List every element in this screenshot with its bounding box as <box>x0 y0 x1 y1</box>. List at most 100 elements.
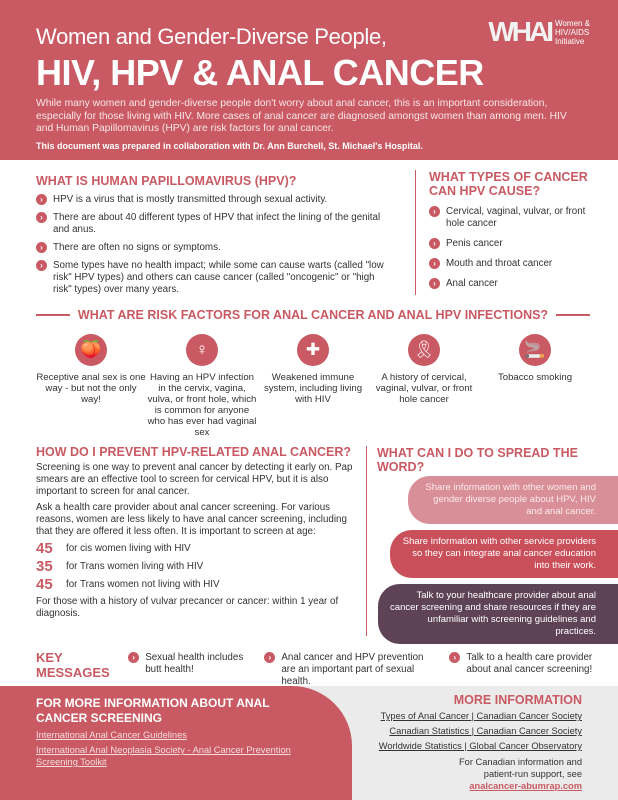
section-title: WHAT CAN I DO TO SPREAD THE WORD? <box>377 446 578 474</box>
logo-mark: WHAI <box>488 16 554 47</box>
item-text: Anal cancer <box>446 278 498 289</box>
list-item: › Anal cancer <box>429 278 590 290</box>
key-title: KEY MESSAGES <box>36 650 114 688</box>
note-text: For Canadian information and patient-run… <box>459 757 582 779</box>
section-title: MORE INFORMATION <box>453 693 582 707</box>
chevron-icon: › <box>429 278 440 289</box>
risk-factor: 🚬 Tobacco smoking <box>480 334 590 438</box>
key-item: › Sexual health includes butt health! <box>128 652 250 688</box>
chevron-icon: › <box>429 238 440 249</box>
risk-factor: ♀ Having an HPV infection in the cervix, … <box>147 334 257 438</box>
action-pill: Share information with other women and g… <box>408 476 618 524</box>
item-text: Sexual health includes butt health! <box>145 652 244 675</box>
hpv-section: WHAT IS HUMAN PAPILLOMAVIRUS (HPV)? › HPV… <box>36 174 396 296</box>
risk-factor: 🍑 Receptive anal sex is one way - but not… <box>36 334 146 438</box>
chevron-icon: › <box>128 652 140 663</box>
risk-factor: 🎗 A history of cervical, vaginal, vulvar,… <box>369 334 479 438</box>
chevron-icon: › <box>449 652 461 663</box>
intro-text: While many women and gender-diverse peop… <box>36 98 567 134</box>
logo-text: HIV/AIDS <box>555 27 590 37</box>
ribbon-icon: 🎗 <box>408 334 440 366</box>
age-value: 45 <box>36 576 53 593</box>
screening-link[interactable]: International Anal Neoplasia Society - A… <box>36 745 291 767</box>
item-text: Mouth and throat cancer <box>446 258 553 269</box>
key-title-line: KEY <box>36 650 63 665</box>
divider <box>556 314 590 316</box>
list-item: › There are about 40 different types of H… <box>36 212 396 236</box>
section-title: WHAT IS HUMAN PAPILLOMAVIRUS (HPV)? <box>36 174 297 188</box>
item-text: Cervical, vaginal, vulvar, or front hole… <box>446 206 586 229</box>
risk-text: Receptive anal sex is one way - but not … <box>36 372 146 405</box>
age-text: for cis women living with HIV <box>66 543 191 554</box>
action-pill: Share information with other service pro… <box>390 530 618 578</box>
risk-factor: ✚ Weakened immune system, including livin… <box>258 334 368 438</box>
chevron-icon: › <box>429 206 440 217</box>
risk-text: A history of cervical, vaginal, vulvar, … <box>375 372 473 405</box>
header-subtitle: Women and Gender-Diverse People, <box>36 24 387 49</box>
info-link[interactable]: Canadian Statistics | Canadian Cancer So… <box>389 726 582 736</box>
risk-factors: 🍑 Receptive anal sex is one way - but not… <box>36 334 590 438</box>
page-title: HIV, HPV & ANAL CANCER <box>36 52 484 93</box>
collaboration-note: This document was prepared in collaborat… <box>36 140 423 151</box>
website-link[interactable]: analcancer-abumrap.com <box>469 781 582 791</box>
risk-text: Tobacco smoking <box>497 372 573 383</box>
cervix-icon: ♀ <box>186 334 218 366</box>
more-information: MORE INFORMATION Types of Anal Cancer | … <box>379 694 582 792</box>
key-item: › Talk to a health care provider about an… <box>449 652 596 688</box>
list-item: › HPV is a virus that is mostly transmitt… <box>36 194 396 206</box>
chevron-icon: › <box>429 258 440 269</box>
item-text: There are about 40 different types of HP… <box>53 212 381 235</box>
item-text: HPV is a virus that is mostly transmitte… <box>53 194 328 205</box>
logo-text: Women & <box>555 18 590 28</box>
list-item: › Penis cancer <box>429 238 590 250</box>
spread-section: WHAT CAN I DO TO SPREAD THE WORD? Share … <box>366 446 618 644</box>
whai-logo: WHAI Women & HIV/AIDS Initiative <box>488 16 590 48</box>
support-note: For Canadian information and patient-run… <box>432 756 582 792</box>
section-title: HOW DO I PREVENT HPV-RELATED ANAL CANCER… <box>36 445 352 459</box>
risk-text: Having an HPV infection in the cervix, v… <box>147 372 257 438</box>
item-text: There are often no signs or symptoms. <box>53 242 221 253</box>
action-pill: Talk to your healthcare provider about a… <box>378 584 618 644</box>
chevron-icon: › <box>36 242 47 253</box>
item-text: Talk to a health care provider about ana… <box>466 652 593 675</box>
item-text: Penis cancer <box>446 238 503 249</box>
divider <box>36 314 70 316</box>
chevron-icon: › <box>36 260 47 271</box>
key-item: › Anal cancer and HPV prevention are an i… <box>264 652 435 688</box>
header: Women and Gender-Diverse People, HIV, HP… <box>0 0 618 160</box>
age-row: 45 for cis women living with HIV <box>36 541 358 556</box>
age-value: 35 <box>36 558 53 575</box>
section-title: WHAT ARE RISK FACTORS FOR ANAL CANCER AN… <box>77 308 549 322</box>
paragraph: Ask a health care provider about anal ca… <box>36 502 347 537</box>
paragraph: Screening is one way to prevent anal can… <box>36 462 353 497</box>
age-value: 45 <box>36 540 53 557</box>
screening-link[interactable]: International Anal Cancer Guidelines <box>36 730 187 740</box>
cigarette-icon: 🚬 <box>519 334 551 366</box>
paragraph: For those with a history of vulvar preca… <box>36 596 339 619</box>
peach-icon: 🍑 <box>75 334 107 366</box>
item-text: Anal cancer and HPV prevention are an im… <box>281 652 424 687</box>
list-item: › Some types have no health impact; while… <box>36 260 396 296</box>
key-title-line: MESSAGES <box>36 665 110 680</box>
screening-info: FOR MORE INFORMATION ABOUT ANAL CANCER S… <box>0 686 352 800</box>
chevron-icon: › <box>264 652 276 663</box>
age-row: 45 for Trans women not living with HIV <box>36 577 358 592</box>
age-text: for Trans women living with HIV <box>66 561 204 572</box>
chevron-icon: › <box>36 212 47 223</box>
logo-text: Initiative <box>555 36 585 46</box>
risk-text: Weakened immune system, including living… <box>263 372 363 405</box>
info-link[interactable]: Types of Anal Cancer | Canadian Cancer S… <box>380 711 582 721</box>
immune-shield-icon: ✚ <box>297 334 329 366</box>
list-item: › There are often no signs or symptoms. <box>36 242 396 254</box>
age-text: for Trans women not living with HIV <box>66 579 220 590</box>
item-text: Some types have no health impact; while … <box>53 260 384 295</box>
cancer-types-section: WHAT TYPES OF CANCER CAN HPV CAUSE? › Cer… <box>415 170 590 295</box>
age-row: 35 for Trans women living with HIV <box>36 559 358 574</box>
info-link[interactable]: Worldwide Statistics | Global Cancer Obs… <box>378 741 582 751</box>
list-item: › Cervical, vaginal, vulvar, or front hol… <box>429 206 590 230</box>
prevention-section: HOW DO I PREVENT HPV-RELATED ANAL CANCER… <box>36 446 358 620</box>
chevron-icon: › <box>36 194 47 205</box>
section-title: WHAT TYPES OF CANCER CAN HPV CAUSE? <box>429 170 588 198</box>
list-item: › Mouth and throat cancer <box>429 258 590 270</box>
risk-heading: WHAT ARE RISK FACTORS FOR ANAL CANCER AN… <box>36 308 590 322</box>
